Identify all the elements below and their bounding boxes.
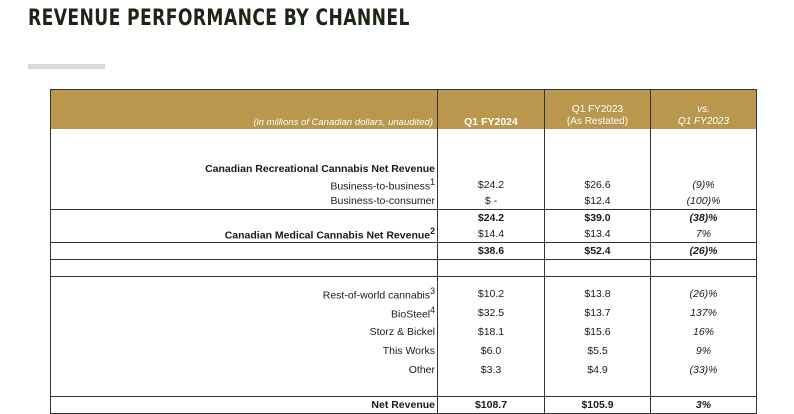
q1-fy2023-value: $39.0 [544, 209, 651, 226]
section-heading-rec: Canadian Recreational Cannabis Net Reven… [50, 161, 757, 177]
change-value: (26)% [650, 284, 757, 304]
q1-fy2023-value: $4.9 [544, 360, 651, 380]
row-label: Business-to-consumer [50, 193, 438, 210]
q1-fy2023-value: $5.5 [544, 341, 651, 361]
revenue-table: (in millions of Canadian dollars, unaudi… [50, 89, 757, 414]
table-row: BioSteel4 $32.5 $13.7 137% [50, 303, 757, 323]
q1-fy2023-value: $26.6 [544, 177, 651, 193]
row-label: Net Revenue [50, 395, 438, 414]
table-row-medical: Canadian Medical Cannabis Net Revenue2 $… [50, 226, 757, 243]
q1-fy2024-value: $32.5 [437, 303, 545, 323]
header-units-label: (in millions of Canadian dollars, unaudi… [50, 89, 438, 129]
change-value: 16% [650, 322, 757, 342]
q1-fy2023-value: $105.9 [544, 395, 651, 414]
table-row: Other $3.3 $4.9 (33)% [50, 360, 757, 380]
row-label: Canadian Medical Cannabis Net Revenue2 [50, 226, 438, 243]
spacer-row [50, 145, 757, 161]
table-row: This Works $6.0 $5.5 9% [50, 341, 757, 361]
spacer-row [50, 276, 757, 285]
change-value: 137% [650, 303, 757, 323]
q1-fy2024-value: $24.2 [437, 209, 545, 226]
spacer-row [50, 379, 757, 396]
change-value: (33)% [650, 360, 757, 380]
q1-fy2023-value: $13.8 [544, 284, 651, 304]
change-value: 9% [650, 341, 757, 361]
q1-fy2024-value: $38.6 [437, 242, 545, 260]
q1-fy2024-value: $108.7 [437, 395, 545, 414]
q1-fy2023-value: $12.4 [544, 193, 651, 210]
table-row-subtotal-rec: $24.2 $39.0 (38)% [50, 209, 757, 226]
header-q1-fy2023: Q1 FY2023 (As Restated) [544, 89, 651, 129]
row-label: Rest-of-world cannabis3 [50, 284, 438, 304]
spacer-row [50, 129, 757, 145]
change-value: (26)% [650, 242, 757, 260]
change-value: (38)% [650, 209, 757, 226]
table-row-subtotal-canada: $38.6 $52.4 (26)% [50, 242, 757, 260]
row-label: Other [50, 360, 438, 380]
row-label: Storz & Bickel [50, 322, 438, 342]
table-row-net-revenue: Net Revenue $108.7 $105.9 3% [50, 395, 757, 414]
q1-fy2023-value: $13.7 [544, 303, 651, 323]
change-value: 7% [650, 226, 757, 243]
spacer-row [50, 259, 757, 277]
change-value: (100)% [650, 193, 757, 210]
header-vs-q1-fy2023: vs. Q1 FY2023 [650, 89, 757, 129]
q1-fy2024-value: $18.1 [437, 322, 545, 342]
q1-fy2023-value: $15.6 [544, 322, 651, 342]
page-title: REVENUE PERFORMANCE BY CHANNEL [28, 6, 410, 31]
q1-fy2023-value: $13.4 [544, 226, 651, 243]
rec-section-label: Canadian Recreational Cannabis Net Reven… [50, 161, 438, 177]
q1-fy2024-value: $ - [437, 193, 545, 210]
q1-fy2023-value: $52.4 [544, 242, 651, 260]
change-value: (9)% [650, 177, 757, 193]
q1-fy2024-value: $14.4 [437, 226, 545, 243]
title-divider [28, 64, 105, 69]
q1-fy2024-value: $6.0 [437, 341, 545, 361]
header-q1-fy2024: Q1 FY2024 [437, 89, 545, 129]
table-row: Business-to-business1 $24.2 $26.6 (9)% [50, 177, 757, 193]
table-row: Rest-of-world cannabis3 $10.2 $13.8 (26)… [50, 284, 757, 304]
row-label: Business-to-business1 [50, 177, 438, 193]
q1-fy2024-value: $3.3 [437, 360, 545, 380]
q1-fy2024-value: $24.2 [437, 177, 545, 193]
table-header-row: (in millions of Canadian dollars, unaudi… [50, 89, 757, 129]
row-label: This Works [50, 341, 438, 361]
change-value: 3% [650, 395, 757, 414]
table-row: Storz & Bickel $18.1 $15.6 16% [50, 322, 757, 342]
row-label: BioSteel4 [50, 303, 438, 323]
table-row: Business-to-consumer $ - $12.4 (100)% [50, 193, 757, 210]
q1-fy2024-value: $10.2 [437, 284, 545, 304]
